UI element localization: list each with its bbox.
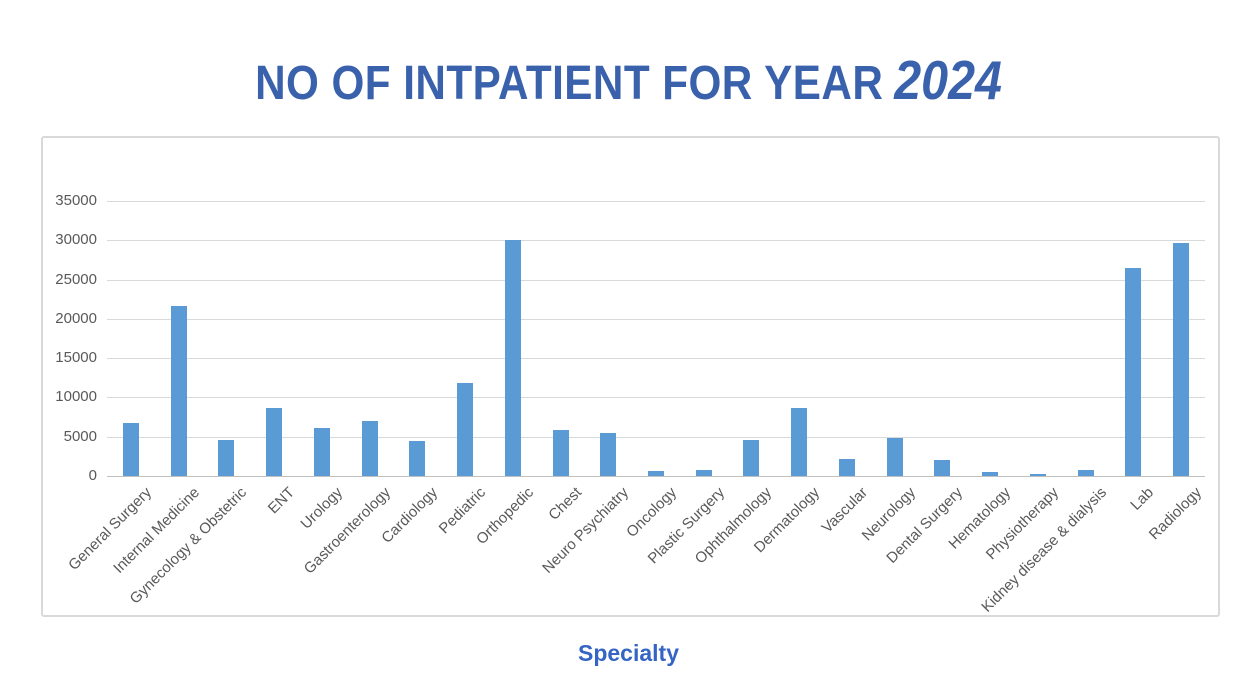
bar (648, 471, 664, 476)
y-tick-label: 35000 (55, 192, 97, 209)
bar (1077, 469, 1094, 476)
y-tick-label: 10000 (55, 388, 97, 406)
bar (1125, 267, 1142, 476)
bar (313, 428, 330, 476)
bar (886, 437, 903, 476)
gridline (107, 318, 1205, 320)
bar (1173, 242, 1190, 476)
bar (934, 460, 951, 476)
chart-area: 0 5000 10000 15000 20000 25000 30000 35000 Gener… (41, 136, 1220, 617)
y-tick-label: 15000 (55, 349, 97, 367)
bar (1029, 473, 1046, 476)
bar (122, 422, 139, 476)
y-tick-label: 0 (88, 467, 97, 484)
chart-title: NO OF INTPATIENT FOR YEAR 2024 (75, 48, 1181, 112)
bar (600, 432, 617, 476)
bar (695, 469, 712, 476)
gridline (107, 358, 1205, 360)
gridline (107, 279, 1205, 281)
bar (457, 383, 474, 476)
gridline (107, 201, 1205, 202)
bar (552, 430, 569, 476)
bar (218, 439, 235, 476)
gridline (107, 240, 1205, 242)
bar (982, 472, 999, 476)
gridline (107, 436, 1205, 438)
bar (266, 408, 283, 476)
gridline (107, 397, 1205, 399)
bar (838, 458, 855, 476)
x-tick-label: General Surgery (65, 484, 155, 574)
bar (791, 407, 808, 476)
x-axis-title: Specialty (578, 640, 679, 666)
bar (743, 439, 760, 476)
x-axis-line (107, 476, 1205, 477)
y-tick-label: 20000 (55, 309, 97, 327)
y-tick-label: 30000 (55, 231, 97, 249)
chart-title-year: 2024 (894, 49, 1002, 111)
chart-title-text: NO OF INTPATIENT FOR YEAR (255, 57, 884, 110)
bar (361, 421, 378, 476)
bar (409, 441, 426, 476)
bar (170, 305, 187, 476)
y-tick-label: 5000 (63, 427, 97, 445)
y-tick-label: 25000 (55, 270, 97, 288)
bar (504, 240, 521, 476)
